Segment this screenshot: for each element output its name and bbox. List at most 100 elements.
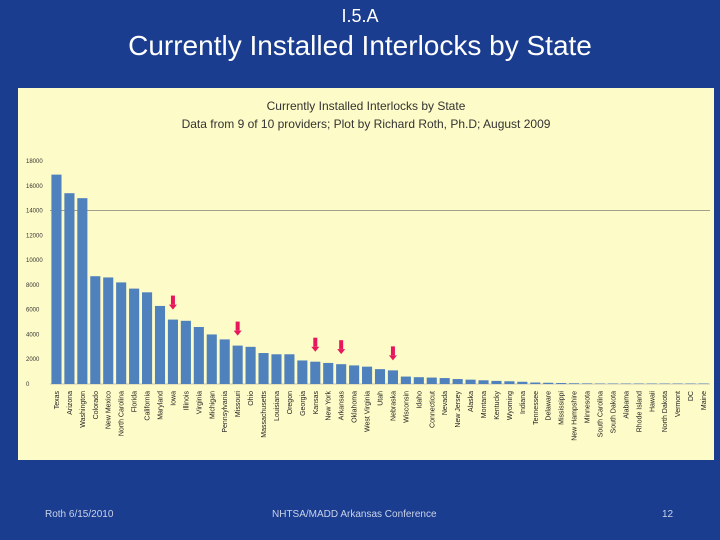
- x-tick-label: Oklahoma: [352, 391, 359, 423]
- bar-dc: [685, 383, 696, 384]
- bar-south-dakota: [607, 383, 618, 384]
- x-tick-label: Oregon: [287, 391, 294, 414]
- x-tick-label: Texas: [54, 391, 61, 410]
- x-tick-label: Illinois: [183, 391, 190, 411]
- y-tick-label: 6000: [26, 308, 40, 314]
- x-tick-label: Nebraska: [390, 391, 397, 421]
- x-tick-label: New Jersey: [455, 391, 462, 428]
- bar-north-dakota: [659, 383, 670, 384]
- slide-label: I.5.A: [341, 6, 379, 26]
- chart-panel: Currently Installed Interlocks by State …: [18, 88, 714, 460]
- bar-alabama: [620, 383, 631, 384]
- bar-montana: [478, 380, 489, 384]
- chart-title: Currently Installed Interlocks by State: [267, 99, 466, 113]
- bar-virginia: [193, 327, 204, 384]
- bar-utah: [374, 369, 386, 384]
- bar-rhode-island: [633, 383, 644, 384]
- bar-florida: [129, 288, 140, 384]
- bar-alaska: [465, 379, 476, 384]
- x-tick-label: Nevada: [442, 391, 449, 415]
- footer-page-number: 12: [662, 509, 674, 520]
- x-tick-label: DC: [688, 391, 695, 401]
- bar-delaware: [543, 382, 554, 384]
- x-tick-label: Connecticut: [429, 391, 436, 428]
- bar-georgia: [297, 360, 308, 384]
- x-tick-label: Hawaii: [649, 391, 656, 412]
- x-tick-label: Wisconsin: [403, 391, 410, 423]
- bar-west-virginia: [362, 366, 373, 384]
- bar-nebraska: [387, 370, 398, 384]
- footer-conference: NHTSA/MADD Arkansas Conference: [272, 509, 437, 520]
- x-tick-label: Georgia: [300, 391, 307, 416]
- x-tick-label: North Dakota: [662, 391, 669, 432]
- x-tick-label: West Virginia: [365, 391, 372, 432]
- y-tick-label: 8000: [26, 283, 40, 289]
- highlight-arrow-icon: [168, 295, 177, 310]
- bar-oklahoma: [349, 365, 360, 384]
- x-tick-label: Minnesota: [585, 391, 592, 423]
- bar-idaho: [413, 377, 424, 384]
- bar-colorado: [90, 276, 101, 384]
- bar-massachusetts: [258, 353, 269, 384]
- bar-iowa: [167, 319, 178, 384]
- bar-washington: [77, 198, 88, 384]
- x-tick-label: Iowa: [170, 391, 177, 406]
- highlight-arrow-icon: [337, 340, 346, 355]
- bar-louisiana: [271, 354, 282, 384]
- bar-new-york: [323, 362, 334, 384]
- bar-arizona: [64, 193, 75, 384]
- bar-missouri: [232, 345, 243, 384]
- y-tick-label: 10000: [26, 258, 43, 264]
- bar-mississippi: [556, 383, 567, 384]
- x-tick-label: South Carolina: [598, 391, 605, 437]
- bar-kansas: [310, 361, 321, 384]
- y-tick-label: 18000: [26, 159, 43, 165]
- bar-arkansas: [336, 364, 347, 384]
- x-tick-label: Ohio: [248, 391, 255, 406]
- bar-wisconsin: [400, 376, 411, 384]
- x-tick-label: Mississippi: [559, 391, 566, 425]
- bar-california: [142, 292, 153, 384]
- bar-new-mexico: [103, 277, 114, 384]
- bar-ohio: [245, 346, 256, 384]
- x-tick-label: Tennessee: [533, 391, 540, 425]
- bar-michigan: [206, 334, 217, 384]
- bar-wyoming: [504, 381, 515, 384]
- bar-maine: [698, 383, 709, 384]
- bar-oregon: [284, 354, 295, 384]
- y-tick-label: 12000: [26, 233, 43, 239]
- x-tick-label: Delaware: [546, 391, 553, 421]
- bar-connecticut: [426, 377, 437, 384]
- bar-kentucky: [491, 380, 502, 384]
- x-tick-label: New Hampshire: [572, 391, 579, 441]
- bar-vermont: [672, 383, 683, 384]
- x-tick-label: Virginia: [196, 391, 203, 414]
- bar-new-hampshire: [569, 383, 580, 384]
- bar-indiana: [517, 381, 528, 384]
- bar-illinois: [180, 320, 191, 384]
- x-tick-label: Montana: [481, 391, 488, 418]
- x-tick-label: Massachusetts: [261, 391, 268, 438]
- x-tick-label: Missouri: [235, 391, 242, 418]
- x-tick-label: Florida: [132, 391, 139, 413]
- y-tick-label: 2000: [26, 357, 40, 363]
- bar-nevada: [439, 378, 450, 384]
- x-tick-label: South Dakota: [610, 391, 617, 434]
- chart-subtitle: Data from 9 of 10 providers; Plot by Ric…: [182, 117, 551, 131]
- x-tick-label: Colorado: [93, 391, 100, 420]
- x-tick-label: Maryland: [158, 391, 165, 420]
- highlight-arrow-icon: [311, 337, 320, 352]
- x-tick-label: Arizona: [67, 391, 74, 415]
- x-tick-label: Utah: [378, 391, 385, 406]
- bar-maryland: [154, 305, 166, 384]
- x-tick-label: Michigan: [209, 391, 216, 419]
- x-tick-label: Alaska: [468, 391, 475, 412]
- x-tick-label: Indiana: [520, 391, 527, 414]
- x-tick-label: Rhode Island: [636, 391, 643, 432]
- x-tick-label: Kansas: [313, 391, 320, 415]
- x-tick-label: Kentucky: [494, 391, 501, 420]
- bar-chart: Currently Installed Interlocks by State …: [26, 99, 710, 441]
- footer-date: Roth 6/15/2010: [45, 509, 114, 520]
- x-tick-label: Wyoming: [507, 391, 514, 420]
- x-tick-label: Alabama: [623, 391, 630, 419]
